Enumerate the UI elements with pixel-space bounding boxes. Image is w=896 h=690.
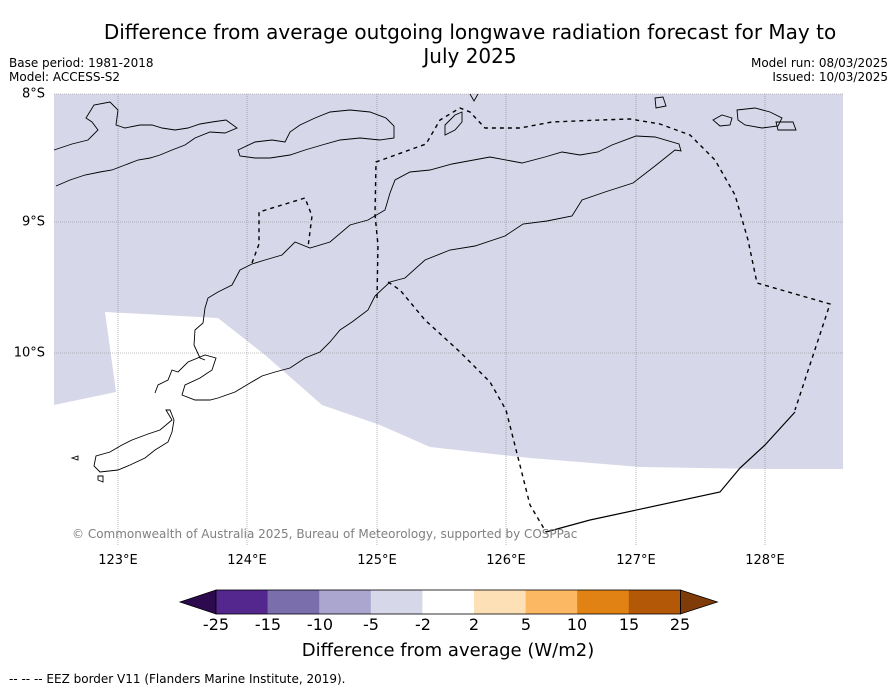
colorbar-tick: -5 <box>363 615 379 634</box>
colorbar-swatch <box>474 590 527 614</box>
colorbar-tick: 15 <box>618 615 640 634</box>
lon-label-125e: 125°E <box>357 553 397 568</box>
eez-legend-note: -- -- -- EEZ border V11 (Flanders Marine… <box>9 672 346 686</box>
lon-label-123e: 123°E <box>98 553 138 568</box>
model-run: Model run: 08/03/2025 <box>750 56 888 70</box>
colorbar-label: Difference from average (W/m2) <box>301 640 595 661</box>
anomaly-shading-region <box>54 94 843 469</box>
island-east-3 <box>736 107 783 129</box>
lat-label-10s: 10°S <box>13 345 45 361</box>
graticule <box>54 93 843 545</box>
eez-borders <box>251 107 831 533</box>
island-east-1 <box>654 96 667 109</box>
colorbar-swatch <box>525 590 578 614</box>
small-island-1 <box>70 455 79 461</box>
colorbar-tick: 10 <box>566 615 588 634</box>
lat-label-9s: 9°S <box>21 214 45 230</box>
timor-island-coast <box>193 135 682 361</box>
eez-oecusse <box>251 197 313 264</box>
colorbar-extend-low <box>178 589 217 615</box>
island-east-2 <box>712 114 733 127</box>
north-islands-coast <box>53 101 238 187</box>
meta-right: Model run: 08/03/2025 Issued: 10/03/2025 <box>751 56 888 84</box>
island-east-4 <box>775 121 797 131</box>
colorbar-tick: -2 <box>415 615 431 634</box>
colorbar-tick: 2 <box>468 615 480 634</box>
lat-label-8s: 8°S <box>21 86 45 102</box>
model-name: Model: ACCESS-S2 <box>9 70 121 84</box>
copyright-notice: © Commonwealth of Australia 2025, Bureau… <box>72 527 578 541</box>
eez-south-line <box>387 281 547 533</box>
colorbar <box>178 589 719 615</box>
timor-south-coast <box>154 295 376 401</box>
wetar-coast <box>237 109 395 159</box>
eez-solid-border <box>545 411 796 533</box>
rote-island-coast <box>93 409 175 473</box>
island-north-tip <box>469 93 479 102</box>
colorbar-tick: 25 <box>669 615 691 634</box>
colorbar-tick: -25 <box>202 615 230 634</box>
colorbar-swatch <box>267 590 320 614</box>
lon-label-126e: 126°E <box>486 553 526 568</box>
colorbar-tick: -15 <box>254 615 282 634</box>
atauro-coast <box>444 111 463 136</box>
colorbar-tick: -10 <box>306 615 334 634</box>
colorbar-outline <box>215 589 681 615</box>
lon-label-124e: 124°E <box>227 553 267 568</box>
lon-label-127e: 127°E <box>616 553 656 568</box>
coastlines <box>53 93 797 483</box>
eez-timor-leste <box>374 107 831 411</box>
lon-label-128e: 128°E <box>745 553 785 568</box>
map-title: Difference from average outgoing longwav… <box>103 20 837 68</box>
meta-left: Base period: 1981-2018 Model: ACCESS-S2 <box>9 56 154 84</box>
issued-date: Issued: 10/03/2025 <box>772 70 888 84</box>
small-island-2 <box>97 475 104 483</box>
colorbar-swatch <box>319 590 372 614</box>
colorbar-swatch <box>216 590 269 614</box>
base-period: Base period: 1981-2018 <box>9 56 154 70</box>
colorbar-swatch <box>628 590 681 614</box>
colorbar-extend-high <box>680 589 719 615</box>
colorbar-swatch <box>422 590 475 614</box>
colorbar-swatch <box>370 590 423 614</box>
colorbar-swatch <box>577 590 630 614</box>
colorbar-tick: 5 <box>520 615 532 634</box>
